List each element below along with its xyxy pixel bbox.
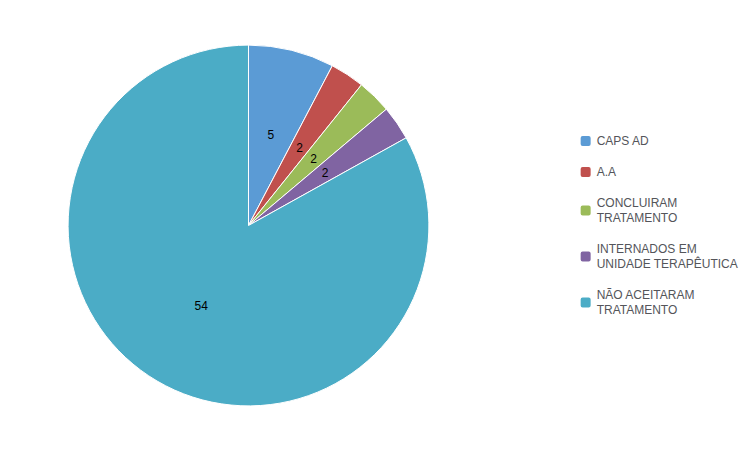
svg-text:TRATAMENTO: TRATAMENTO: [597, 211, 678, 225]
svg-text:UNIDADE TERAPÊUTICA: UNIDADE TERAPÊUTICA: [597, 256, 738, 271]
svg-text:2: 2: [310, 152, 317, 166]
svg-text:2: 2: [322, 166, 329, 180]
svg-text:CAPS AD: CAPS AD: [597, 134, 649, 148]
svg-text:CONCLUIRAM: CONCLUIRAM: [597, 196, 678, 210]
svg-text:NÃO ACEITARAM: NÃO ACEITARAM: [597, 288, 695, 302]
svg-text:5: 5: [267, 128, 274, 142]
svg-text:54: 54: [195, 299, 209, 313]
svg-text:2: 2: [296, 141, 303, 155]
svg-text:INTERNADOS EM: INTERNADOS EM: [597, 242, 697, 256]
svg-text:A.A: A.A: [597, 165, 616, 179]
svg-text:TRATAMENTO: TRATAMENTO: [597, 303, 678, 317]
